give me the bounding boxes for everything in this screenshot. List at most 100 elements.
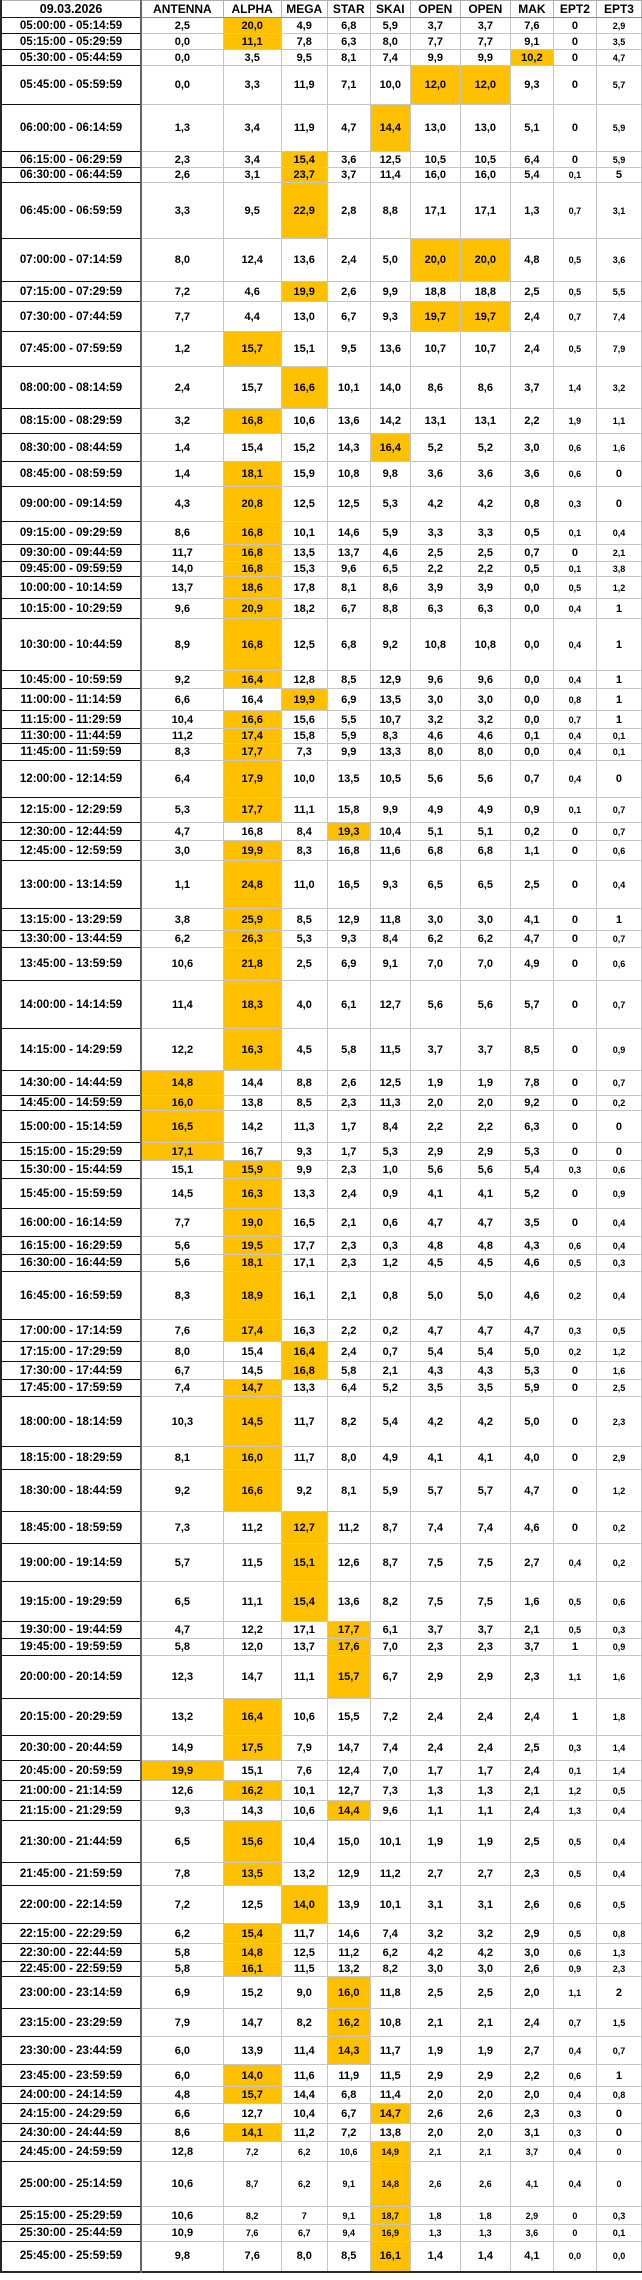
value-cell[interactable]: 2,0 <box>409 1095 461 1111</box>
value-cell[interactable]: 2,4 <box>326 1178 371 1209</box>
value-cell[interactable]: 17,1 <box>459 182 511 239</box>
time-range-cell[interactable]: 18:15:00 - 18:29:59 <box>0 1446 143 1470</box>
value-cell[interactable]: 3,5 <box>222 49 282 66</box>
value-cell[interactable]: 3,1 <box>222 167 282 183</box>
value-cell[interactable]: 5,0 <box>369 238 411 282</box>
value-cell[interactable]: 2,6 <box>326 1070 371 1096</box>
value-cell[interactable]: 0,6 <box>552 2064 597 2087</box>
value-cell[interactable]: 1,4 <box>595 1760 642 1781</box>
value-cell-highlighted[interactable]: 17,7 <box>222 797 282 823</box>
value-cell[interactable]: 9,6 <box>459 670 511 689</box>
value-cell[interactable]: 0,0 <box>552 2241 597 2272</box>
value-cell[interactable]: 7,3 <box>369 1780 411 1801</box>
value-cell[interactable]: 2,4 <box>509 331 554 367</box>
value-cell[interactable]: 2,5 <box>409 544 461 562</box>
value-cell[interactable]: 6,9 <box>326 688 371 711</box>
value-cell[interactable]: 0,5 <box>552 331 597 367</box>
value-cell[interactable]: 10,8 <box>369 2008 411 2037</box>
value-cell[interactable]: 2,3 <box>326 1236 371 1255</box>
value-cell[interactable]: 1,0 <box>369 1160 411 1179</box>
value-cell[interactable]: 9,1 <box>369 947 411 981</box>
time-range-cell[interactable]: 19:30:00 - 19:44:59 <box>0 1621 143 1639</box>
time-range-cell[interactable]: 18:30:00 - 18:44:59 <box>0 1469 143 1512</box>
value-cell[interactable]: 2,9 <box>409 2064 461 2087</box>
value-cell[interactable]: 8,1 <box>326 49 371 66</box>
value-cell[interactable]: 0,6 <box>369 1208 411 1237</box>
value-cell[interactable]: 5,3 <box>369 1142 411 1161</box>
value-cell[interactable]: 0 <box>552 1446 597 1470</box>
value-cell[interactable]: 7,9 <box>280 1735 328 1761</box>
value-cell[interactable]: 6,4 <box>326 1379 371 1397</box>
value-cell[interactable]: 5,7 <box>595 65 642 105</box>
time-range-cell[interactable]: 23:30:00 - 23:44:59 <box>0 2036 143 2065</box>
value-cell[interactable]: 15,1 <box>140 1160 224 1179</box>
value-cell[interactable]: 8,5 <box>280 908 328 931</box>
value-cell-highlighted[interactable]: 14,4 <box>326 1800 371 1821</box>
value-cell[interactable]: 0,9 <box>595 1638 642 1656</box>
value-cell[interactable]: 8,2 <box>280 2008 328 2037</box>
value-cell[interactable]: 2,5 <box>509 1735 554 1761</box>
value-cell[interactable]: 3,9 <box>409 576 461 599</box>
value-cell[interactable]: 0,5 <box>595 1319 642 1342</box>
value-cell[interactable]: 13,9 <box>326 1885 371 1924</box>
value-cell[interactable]: 4,1 <box>409 1446 461 1470</box>
value-cell[interactable]: 0,3 <box>552 2123 597 2142</box>
value-cell[interactable]: 0,5 <box>552 281 597 302</box>
value-cell[interactable]: 0,5 <box>552 1923 597 1944</box>
value-cell[interactable]: 11,5 <box>369 1028 411 1071</box>
value-cell[interactable]: 8,8 <box>280 1070 328 1096</box>
value-cell[interactable]: 0,1 <box>552 561 597 577</box>
value-cell-highlighted[interactable]: 25,9 <box>222 908 282 931</box>
value-cell[interactable]: 11,5 <box>280 1961 328 1977</box>
value-cell[interactable]: 7,7 <box>459 33 511 50</box>
value-cell[interactable]: 7,4 <box>369 49 411 66</box>
value-cell[interactable]: 0,9 <box>595 1178 642 1209</box>
value-cell[interactable]: 0,6 <box>552 1943 597 1962</box>
time-range-cell[interactable]: 25:45:00 - 25:59:59 <box>0 2241 143 2272</box>
value-cell[interactable]: 3,3 <box>409 521 461 545</box>
value-cell[interactable]: 8,6 <box>459 366 511 409</box>
value-cell[interactable]: 10,4 <box>140 710 224 729</box>
value-cell[interactable]: 1 <box>552 1698 597 1736</box>
value-cell-highlighted[interactable]: 19,5 <box>222 1236 282 1255</box>
value-cell[interactable]: 3,7 <box>326 167 371 183</box>
value-cell[interactable]: 8,1 <box>326 1469 371 1512</box>
value-cell[interactable]: 4,6 <box>509 1511 554 1544</box>
time-range-cell[interactable]: 12:15:00 - 12:29:59 <box>0 797 143 823</box>
value-cell[interactable]: 5,6 <box>140 1236 224 1255</box>
value-cell[interactable]: 4,0 <box>280 980 328 1029</box>
value-cell[interactable]: 7,5 <box>459 1581 511 1622</box>
value-cell[interactable]: 0,6 <box>552 1236 597 1255</box>
value-cell-highlighted[interactable]: 19,0 <box>222 1208 282 1237</box>
value-cell[interactable]: 11,7 <box>280 1396 328 1447</box>
value-cell-highlighted[interactable]: 16,8 <box>222 408 282 434</box>
value-cell-highlighted[interactable]: 16,8 <box>222 618 282 671</box>
value-cell[interactable]: 5,8 <box>326 1361 371 1380</box>
value-cell[interactable]: 0,2 <box>595 1095 642 1111</box>
value-cell[interactable]: 0 <box>595 2141 642 2162</box>
time-range-cell[interactable]: 22:45:00 - 22:59:59 <box>0 1961 143 1977</box>
value-cell[interactable]: 4,0 <box>509 1446 554 1470</box>
value-cell[interactable]: 2,1 <box>409 2008 461 2037</box>
value-cell[interactable]: 4,7 <box>326 104 371 152</box>
value-cell[interactable]: 0 <box>595 1142 642 1161</box>
value-cell[interactable]: 1,3 <box>459 1780 511 1801</box>
value-cell[interactable]: 7,9 <box>140 2008 224 2037</box>
value-cell[interactable]: 8,0 <box>409 743 461 761</box>
value-cell[interactable]: 3,3 <box>222 65 282 105</box>
time-range-cell[interactable]: 07:15:00 - 07:29:59 <box>0 281 143 302</box>
time-range-cell[interactable]: 17:00:00 - 17:14:59 <box>0 1319 143 1342</box>
value-cell[interactable]: 9,3 <box>140 1800 224 1821</box>
value-cell[interactable]: 7,5 <box>409 1581 461 1622</box>
value-cell[interactable]: 13,8 <box>222 1095 282 1111</box>
value-cell[interactable]: 6,2 <box>280 2161 328 2207</box>
value-cell[interactable]: 3,0 <box>509 433 554 462</box>
value-cell[interactable]: 0 <box>552 1070 597 1096</box>
value-cell[interactable]: 13,1 <box>409 408 461 434</box>
value-cell[interactable]: 0,1 <box>552 797 597 823</box>
value-cell[interactable]: 0,2 <box>369 1319 411 1342</box>
value-cell[interactable]: 5,0 <box>459 1271 511 1320</box>
value-cell[interactable]: 0,7 <box>509 544 554 562</box>
value-cell[interactable]: 16,1 <box>280 1271 328 1320</box>
time-range-cell[interactable]: 15:30:00 - 15:44:59 <box>0 1160 143 1179</box>
